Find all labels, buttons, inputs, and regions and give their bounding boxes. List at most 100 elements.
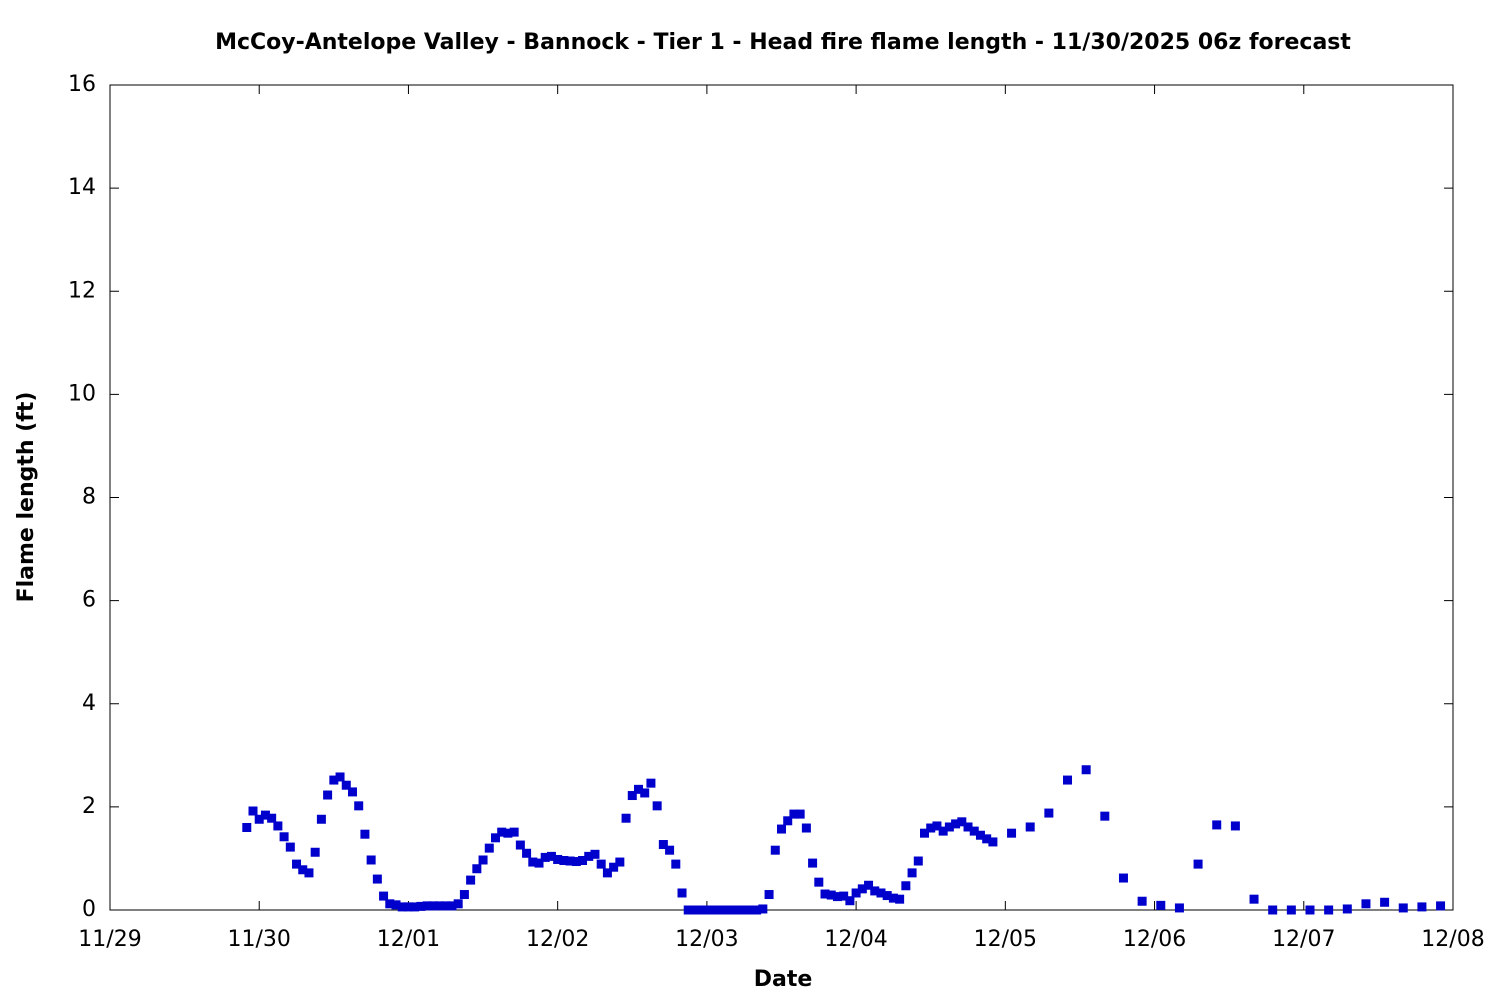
data-point [540, 852, 550, 862]
data-point [814, 877, 824, 887]
data-point [578, 856, 588, 865]
data-point [515, 840, 525, 850]
data-point [1230, 821, 1240, 831]
x-axis-title: Date [754, 967, 813, 992]
data-point [285, 842, 295, 852]
data-point [1063, 775, 1073, 785]
data-point [944, 822, 954, 832]
data-point [1324, 905, 1334, 915]
data-point [982, 834, 992, 844]
data-point [1380, 897, 1390, 907]
y-tick-label: 16 [68, 72, 96, 97]
data-point [379, 891, 389, 901]
data-point [621, 813, 631, 823]
data-point [739, 905, 749, 915]
data-point [677, 888, 687, 898]
data-point [546, 851, 556, 861]
data-point [932, 821, 942, 831]
data-point [789, 809, 799, 819]
data-point [428, 901, 438, 911]
data-point [845, 896, 855, 906]
data-point [1044, 808, 1054, 818]
data-point [584, 851, 594, 861]
data-point [627, 791, 637, 801]
data-point [397, 902, 407, 912]
x-tick-label: 12/02 [526, 927, 589, 952]
data-point [410, 902, 420, 912]
data-point [441, 901, 451, 911]
data-point [1100, 811, 1110, 821]
data-point [1137, 896, 1147, 906]
data-point [864, 880, 874, 890]
data-point [459, 890, 469, 900]
data-point [1025, 822, 1035, 832]
data-point [254, 814, 264, 824]
data-point [801, 823, 811, 833]
data-point [1249, 894, 1259, 904]
x-tick-label: 11/29 [78, 927, 141, 952]
data-point [298, 865, 308, 875]
data-point [826, 890, 836, 900]
data-point [689, 905, 699, 915]
data-point [267, 813, 277, 823]
data-point [795, 809, 805, 819]
data-point [658, 840, 668, 850]
data-point [1081, 765, 1091, 775]
data-point [963, 822, 973, 832]
y-tick-label: 0 [82, 897, 96, 922]
data-point [1342, 904, 1352, 914]
data-point [702, 905, 712, 915]
data-point [895, 894, 905, 904]
data-point [783, 816, 793, 826]
data-point [347, 787, 357, 797]
data-point [316, 814, 326, 824]
data-point [571, 857, 581, 867]
data-point [453, 899, 463, 909]
data-point [752, 905, 762, 915]
data-point [888, 893, 898, 903]
y-tick-label: 10 [68, 381, 96, 406]
data-point [323, 790, 333, 800]
data-point [951, 819, 961, 829]
data-point [609, 862, 619, 872]
data-point [615, 857, 625, 867]
data-point [260, 810, 270, 820]
data-point [559, 856, 569, 865]
data-point [590, 849, 600, 859]
data-point [354, 801, 364, 811]
data-point [938, 826, 948, 836]
data-point [851, 888, 861, 898]
x-tick-label: 12/07 [1272, 927, 1335, 952]
y-tick-label: 4 [82, 691, 96, 716]
data-point [652, 801, 662, 811]
data-point [926, 823, 936, 833]
data-point [279, 832, 289, 842]
x-tick-label: 12/05 [974, 927, 1037, 952]
data-point [366, 855, 376, 865]
data-point [472, 864, 482, 874]
data-point [403, 902, 413, 912]
data-point [565, 856, 575, 866]
data-point [882, 891, 892, 901]
data-point [1174, 903, 1184, 913]
data-point [683, 905, 693, 915]
data-point [478, 855, 488, 865]
data-point [242, 823, 252, 832]
data-point [1118, 873, 1128, 883]
chart-title: McCoy-Antelope Valley - Bannock - Tier 1… [215, 30, 1351, 55]
data-point [665, 845, 675, 855]
data-point [969, 826, 979, 836]
data-point [876, 888, 886, 898]
data-point [360, 829, 370, 839]
y-tick-label: 14 [68, 175, 96, 200]
data-point [907, 868, 917, 878]
y-tick-label: 2 [82, 794, 96, 819]
data-point [696, 905, 706, 915]
data-point [1286, 905, 1296, 915]
data-point [671, 859, 681, 869]
data-point [534, 858, 544, 868]
y-tick-label: 8 [82, 485, 96, 510]
data-point [708, 905, 718, 915]
data-point [329, 775, 339, 785]
plot-frame [109, 84, 1454, 911]
